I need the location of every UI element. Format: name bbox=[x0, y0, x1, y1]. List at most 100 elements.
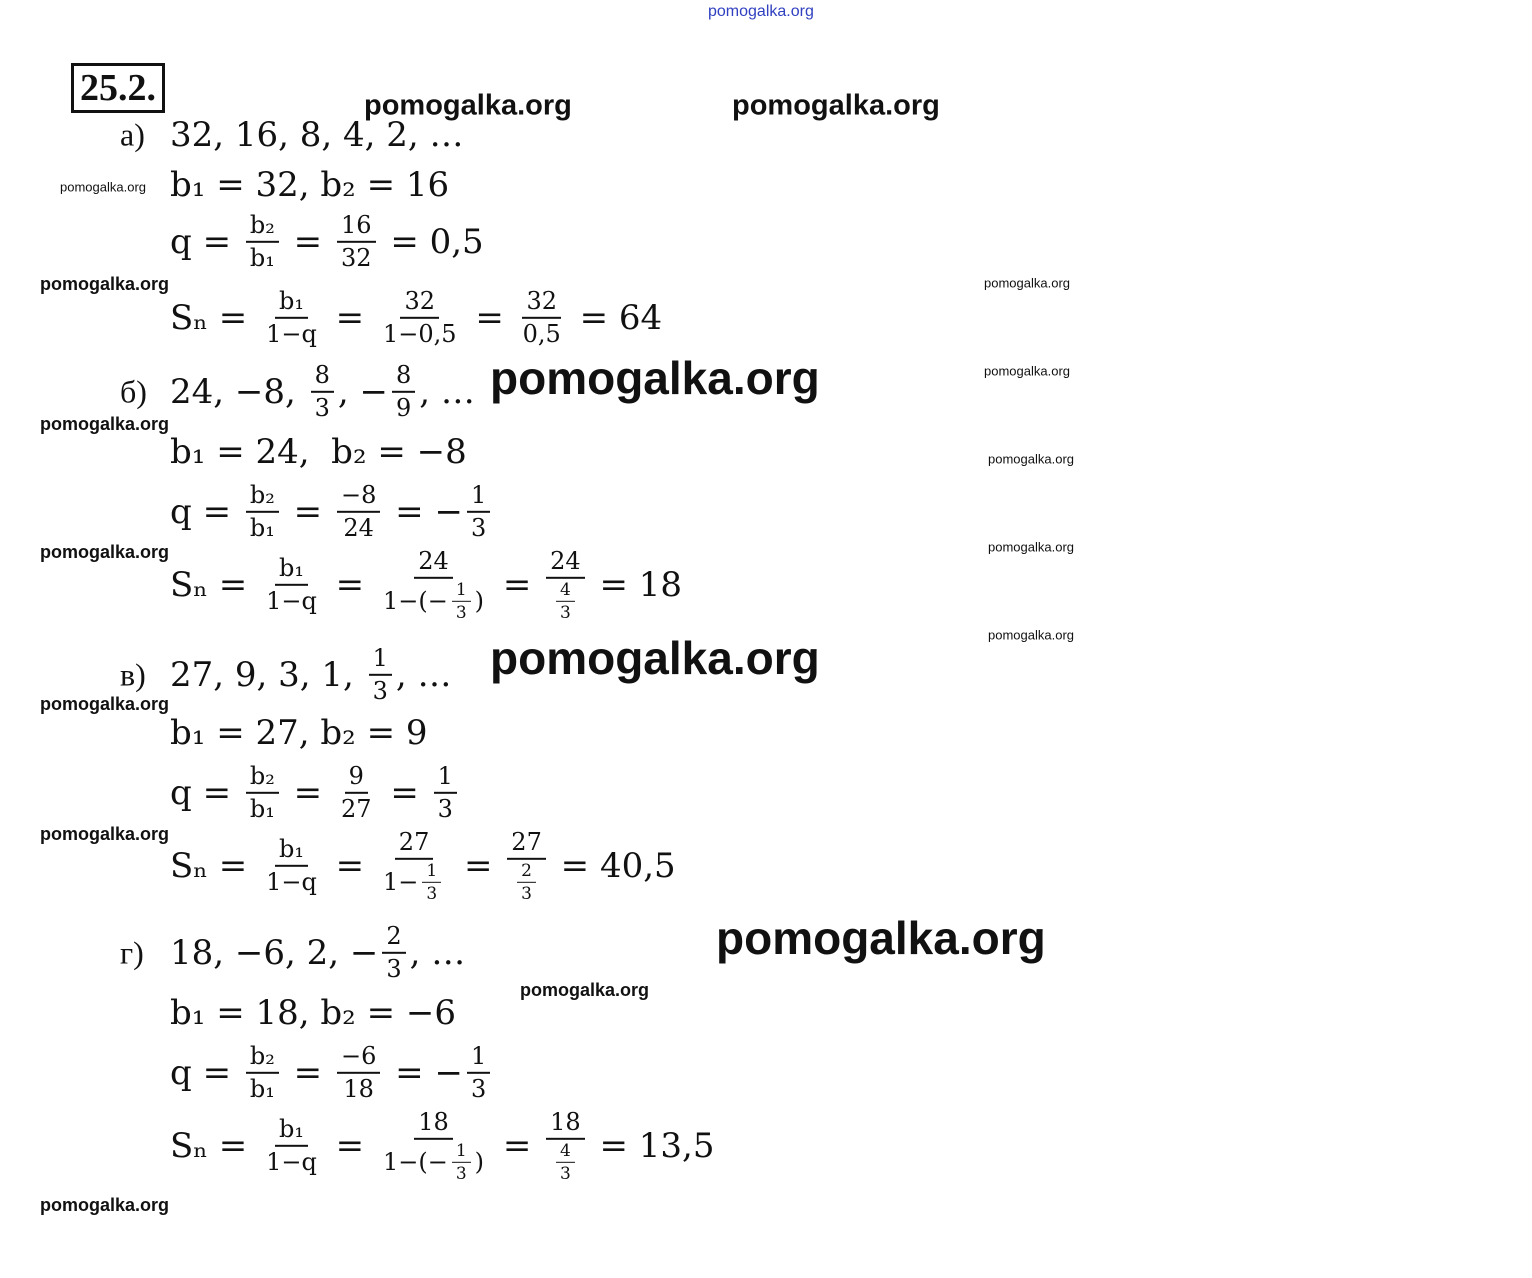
watermark: pomogalka.org bbox=[984, 275, 1070, 291]
math-text: 1−q bbox=[266, 320, 317, 348]
fraction: 27 1− 1 3 bbox=[379, 827, 449, 905]
fraction-numerator: 8 bbox=[392, 360, 416, 393]
watermark: pomogalka.org bbox=[988, 539, 1074, 555]
math-text: 16 bbox=[340, 210, 372, 239]
fraction: 24 1−(− 1 3) bbox=[379, 546, 488, 624]
fraction-denominator: 3 bbox=[311, 393, 334, 424]
fraction-numerator: b₂ bbox=[245, 1041, 279, 1074]
fraction-denominator: 1−q bbox=[262, 867, 321, 898]
math-text: 3 bbox=[560, 1164, 571, 1185]
math-text: 0,5 bbox=[522, 320, 561, 348]
math-text: b₁ bbox=[278, 1114, 304, 1143]
math-text: 8 bbox=[314, 360, 330, 389]
math-text: = bbox=[282, 492, 333, 532]
math-text: Sₙ = bbox=[170, 298, 259, 338]
watermark: pomogalka.org bbox=[716, 912, 1046, 964]
watermark: pomogalka.org bbox=[490, 352, 820, 404]
fraction-denominator: 0,5 bbox=[519, 319, 565, 350]
fraction: 18 1−(− 1 3) bbox=[379, 1107, 488, 1185]
formula-terms: b₁ = 32, b₂ = 16 bbox=[170, 165, 449, 205]
fraction: b₂ b₁ bbox=[245, 210, 279, 274]
math-text: b₁ bbox=[249, 795, 275, 823]
fraction-numerator: −8 bbox=[336, 480, 381, 513]
fraction-denominator: b₁ bbox=[246, 513, 279, 544]
fraction-denominator: 3 bbox=[452, 1163, 471, 1185]
fraction-numerator: 1 bbox=[422, 860, 442, 884]
fraction-numerator: b₂ bbox=[245, 210, 279, 243]
formula-q: q = b₂ b₁ = −6 18 = −1 3 bbox=[170, 1041, 494, 1105]
math-text: 24 bbox=[343, 514, 374, 542]
math-text: 27 bbox=[340, 795, 372, 823]
math-text: Sₙ = bbox=[170, 1126, 259, 1166]
fraction-numerator: 27 bbox=[394, 827, 434, 860]
fraction-denominator: 32 bbox=[337, 243, 376, 274]
math-text: 3 bbox=[470, 514, 487, 542]
fraction-numerator: b₁ bbox=[274, 1114, 308, 1147]
math-text: b₁ = 27, b₂ = 9 bbox=[170, 713, 428, 753]
math-text: = bbox=[282, 1053, 333, 1093]
watermark: pomogalka.org bbox=[40, 274, 170, 294]
watermark: pomogalka.org bbox=[40, 414, 170, 434]
fraction: b₁ 1−q bbox=[262, 1114, 321, 1178]
math-text: b₁ bbox=[278, 286, 304, 315]
formula-sum: Sₙ = b₁ 1−q = 32 1−0,5 = 32 0,5 = 64 bbox=[170, 286, 662, 350]
fraction-denominator: 1−0,5 bbox=[379, 319, 461, 350]
fraction-numerator: 32 bbox=[400, 286, 440, 319]
fraction-denominator: 3 bbox=[422, 883, 441, 905]
math-text: 18 bbox=[418, 1107, 449, 1136]
fraction-numerator: 1 bbox=[466, 1041, 491, 1074]
math-text: = − bbox=[384, 492, 463, 532]
fraction-numerator: 24 bbox=[414, 546, 453, 579]
math-text: q = bbox=[170, 773, 242, 813]
formula-q: q = b₂ b₁ = 16 32 = 0,5 bbox=[170, 210, 484, 274]
math-text: 9 bbox=[348, 761, 364, 790]
math-text: b₁ = 24, b₂ = −8 bbox=[170, 432, 467, 472]
math-text: = 13,5 bbox=[588, 1126, 715, 1166]
math-text: 24 bbox=[418, 546, 449, 575]
fraction-numerator: 2 bbox=[517, 860, 536, 884]
formula-terms: b₁ = 18, b₂ = −6 bbox=[170, 993, 456, 1033]
math-text: b₂ bbox=[249, 480, 275, 509]
math-text: ) bbox=[474, 1148, 485, 1176]
fraction-numerator: 1 bbox=[433, 761, 457, 794]
math-text: 1 bbox=[426, 861, 438, 881]
math-text: = bbox=[492, 565, 543, 605]
fraction-denominator: 3 bbox=[467, 1074, 490, 1105]
math-text: 3 bbox=[426, 884, 438, 905]
fraction-denominator: 1−q bbox=[262, 586, 321, 617]
math-text: 32 bbox=[404, 286, 436, 315]
fraction-denominator: 3 bbox=[382, 954, 405, 985]
watermark: pomogalka.org bbox=[984, 363, 1070, 379]
math-text: 1−q bbox=[266, 1148, 317, 1176]
formula-sequence: 18, −6, 2, −2 3, … bbox=[170, 921, 465, 985]
math-text: = bbox=[379, 773, 430, 813]
fraction-numerator: 16 bbox=[336, 210, 376, 243]
math-text: 1−(− bbox=[382, 587, 448, 615]
math-text: = bbox=[282, 222, 333, 262]
fraction-denominator: 3 bbox=[369, 676, 392, 707]
fraction: 16 32 bbox=[336, 210, 376, 274]
fraction-numerator: 8 bbox=[310, 360, 334, 393]
math-text: = bbox=[324, 298, 375, 338]
fraction-numerator: 2 bbox=[382, 921, 406, 954]
math-text: 1 bbox=[437, 761, 453, 790]
math-text: 32, 16, 8, 4, 2, … bbox=[170, 115, 464, 155]
math-text: b₁ = 18, b₂ = −6 bbox=[170, 993, 456, 1033]
fraction-numerator: 1 bbox=[451, 579, 471, 603]
fraction-numerator: 1 bbox=[451, 1140, 471, 1164]
formula-sum: Sₙ = b₁ 1−q = 18 1−(− 1 3) = 18 4 3 = 13,5 bbox=[170, 1107, 715, 1185]
math-text: 1 bbox=[470, 480, 487, 509]
fraction-numerator: 18 bbox=[546, 1107, 585, 1140]
watermark: pomogalka.org bbox=[520, 980, 650, 1000]
fraction-denominator: b₁ bbox=[246, 794, 279, 825]
fraction: 18 4 3 bbox=[546, 1107, 585, 1185]
fraction-denominator: b₁ bbox=[246, 243, 279, 274]
math-text: b₂ bbox=[249, 210, 275, 239]
